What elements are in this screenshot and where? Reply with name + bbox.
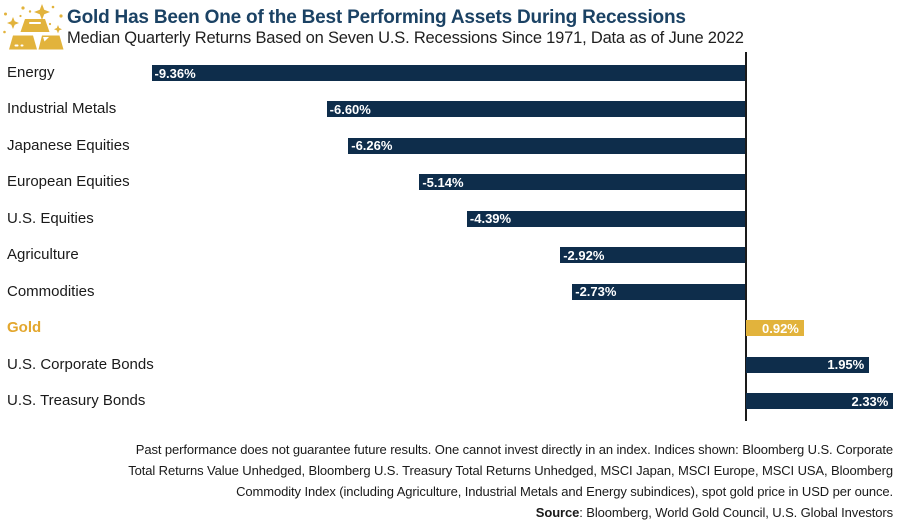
bar-value-label: -6.60% [329, 101, 371, 117]
bar: -2.92% [560, 247, 746, 264]
bar-value-label: 1.95% [827, 357, 865, 373]
bar-value-label: -4.39% [469, 211, 512, 227]
category-label: U.S. Treasury Bonds [7, 392, 146, 410]
bar-chart: Energy -9.36% Industrial Metals -6.60% Japan… [0, 52, 900, 421]
category-label: Energy [7, 64, 55, 81]
disclaimer-line: Past performance does not guarantee futu… [135, 442, 893, 457]
category-label: Agriculture [7, 246, 79, 264]
bar: -9.36% [151, 65, 746, 81]
bar-value-label: -9.36% [154, 65, 196, 81]
disclaimer-footer: Past performance does not guarantee futu… [8, 439, 893, 523]
bar-value-label: -2.92% [563, 247, 605, 263]
bar-value-label: -6.26% [351, 138, 393, 154]
category-label: Industrial Metals [7, 100, 117, 118]
source-text: : Bloomberg, World Gold Council, U.S. Gl… [579, 505, 893, 520]
category-label: Japanese Equities [7, 136, 130, 154]
source-label: Source [535, 505, 580, 520]
bar: -6.60% [326, 101, 746, 118]
chart-title: Gold Has Been One of the Best Performing… [67, 7, 686, 28]
bar-value-label: 2.33% [851, 393, 889, 409]
bar: -4.39% [466, 210, 746, 227]
gold-bars-icon [2, 2, 64, 54]
zero-axis-line [745, 52, 747, 421]
bar: 0.92% [745, 320, 804, 337]
chart-subtitle: Median Quarterly Returns Based on Seven … [67, 29, 744, 47]
bar: 1.95% [745, 356, 870, 373]
disclaimer-line: Total Returns Value Unhedged, Bloomberg … [128, 463, 893, 478]
bar: 2.33% [745, 393, 894, 410]
bar-value-label: 0.92% [762, 320, 799, 336]
category-label: U.S. Corporate Bonds [7, 355, 154, 373]
bar: -6.26% [348, 137, 746, 154]
category-label: Commodities [7, 282, 95, 300]
category-label: European Equities [7, 173, 130, 191]
bar: -2.73% [572, 283, 746, 300]
source-line: Source: Bloomberg, World Gold Council, U… [8, 502, 893, 523]
disclaimer-line: Commodity Index (including Agriculture, … [236, 484, 893, 499]
bar-value-label: -2.73% [575, 284, 617, 300]
bar: -5.14% [419, 174, 746, 191]
category-label: Gold [7, 319, 42, 337]
category-label: U.S. Equities [7, 209, 94, 227]
bar-value-label: -5.14% [422, 174, 464, 190]
